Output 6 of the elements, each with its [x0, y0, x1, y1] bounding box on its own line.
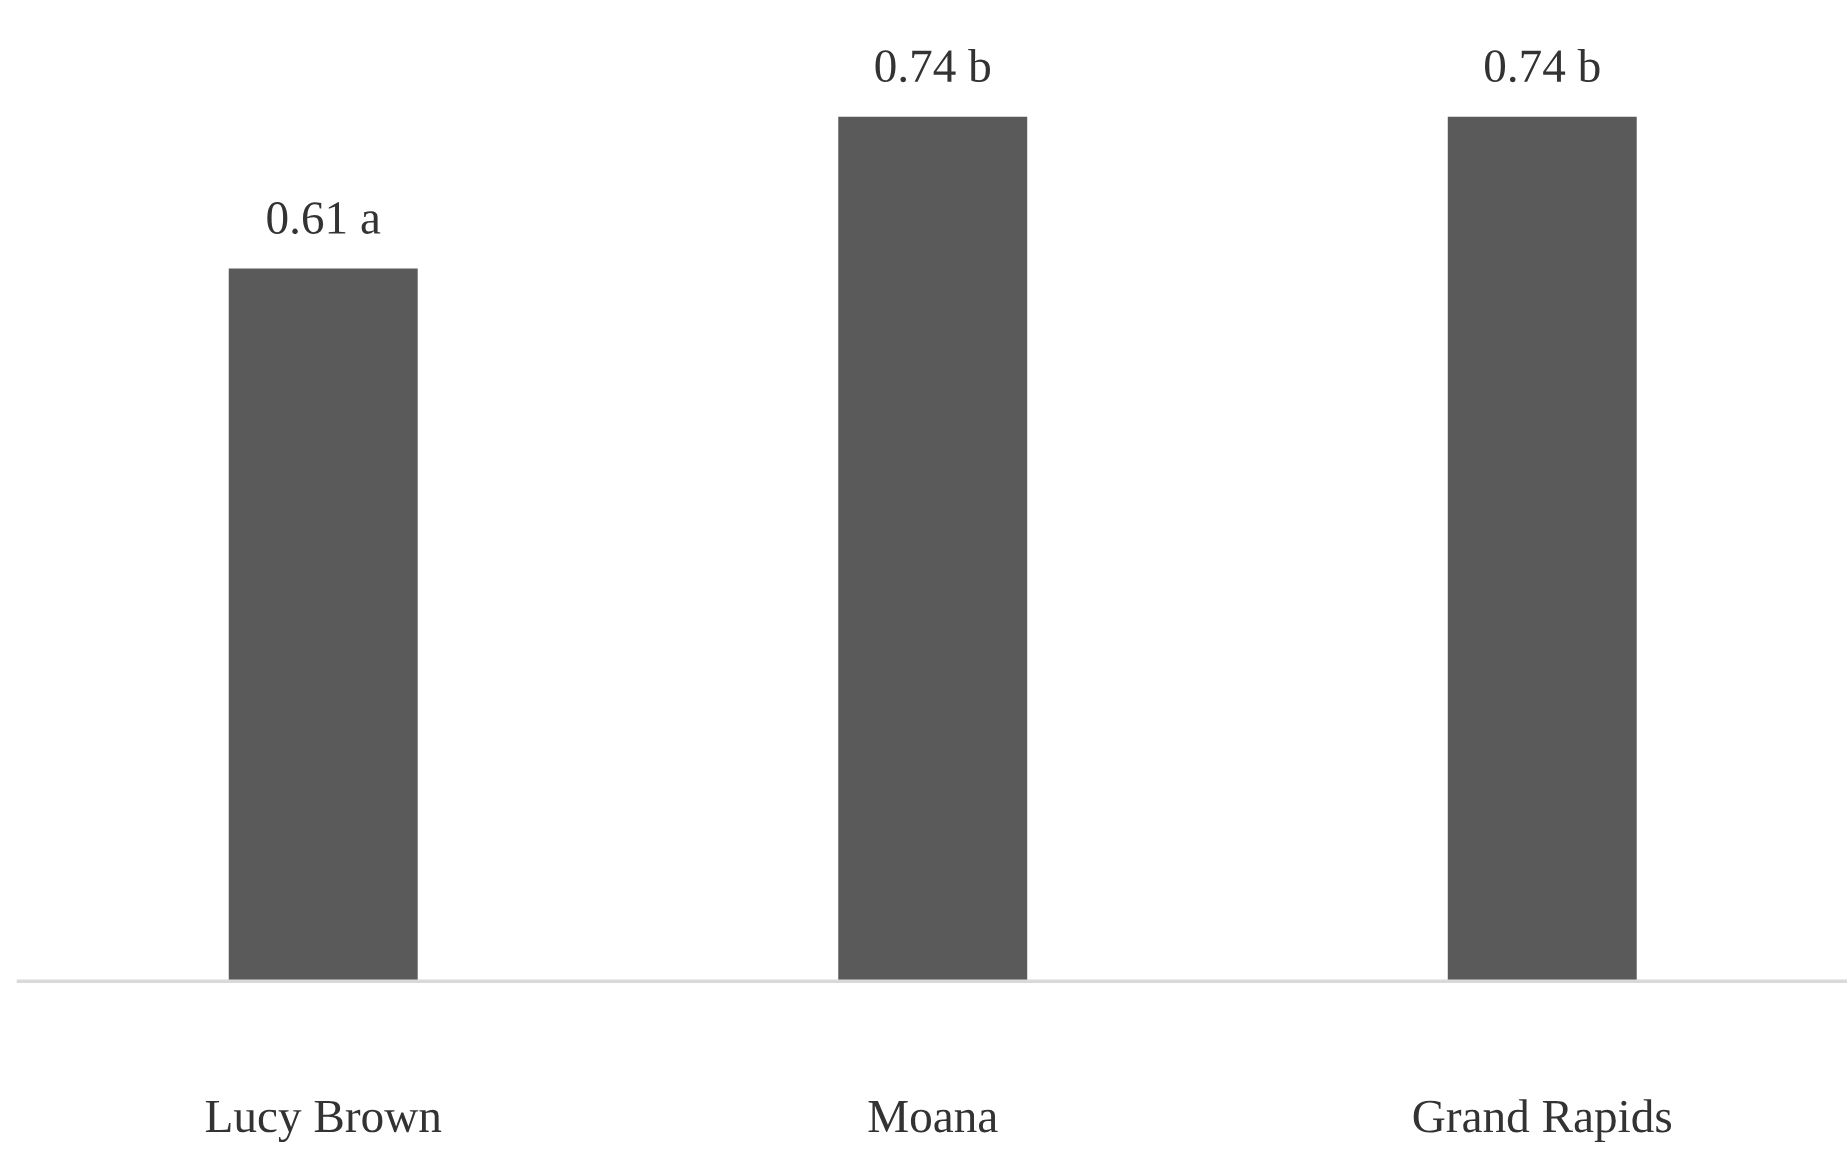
data-label: 0.74 b	[1485, 48, 1600, 83]
data-label: 0.74 b	[875, 48, 990, 83]
x-tick-label: Moana	[868, 1101, 998, 1133]
data-label: 0.61 a	[267, 202, 381, 235]
x-tick-label: Grand Rapids	[1413, 1099, 1672, 1143]
x-tick-label: Lucy Brown	[205, 1100, 442, 1143]
